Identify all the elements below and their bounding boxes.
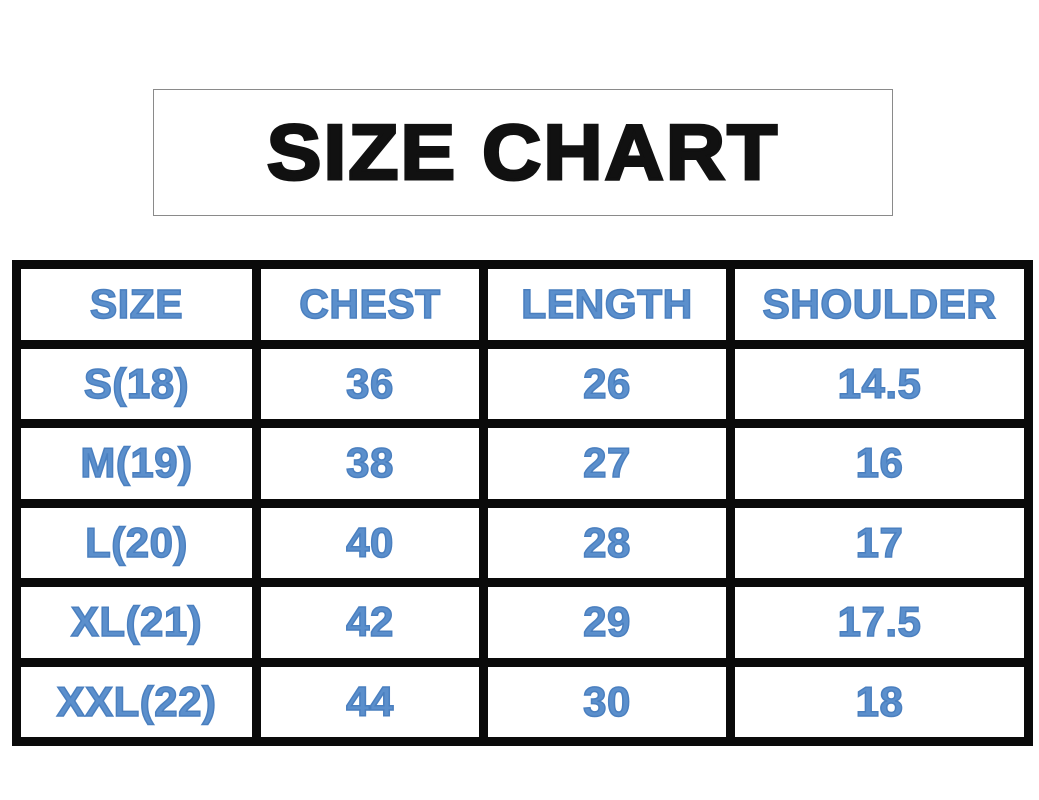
column-header-chest: CHEST xyxy=(261,269,479,340)
table-cell-chest: 36 xyxy=(261,348,479,419)
table-cell-length: 27 xyxy=(488,428,726,499)
table-cell-size: S(18) xyxy=(21,348,252,419)
table-cell-length: 28 xyxy=(488,507,726,578)
table-cell-chest: 38 xyxy=(261,428,479,499)
table-cell-length: 30 xyxy=(488,666,726,737)
table-cell-size: XL(21) xyxy=(21,587,252,658)
column-header-shoulder: SHOULDER xyxy=(735,269,1024,340)
title-box: SIZE CHART xyxy=(153,89,893,216)
table-cell-chest: 40 xyxy=(261,507,479,578)
table-cell-size: L(20) xyxy=(21,507,252,578)
table-cell-length: 29 xyxy=(488,587,726,658)
table-cell-shoulder: 16 xyxy=(735,428,1024,499)
table-cell-length: 26 xyxy=(488,348,726,419)
table-cell-chest: 44 xyxy=(261,666,479,737)
table-cell-chest: 42 xyxy=(261,587,479,658)
column-header-length: LENGTH xyxy=(488,269,726,340)
table-cell-shoulder: 14.5 xyxy=(735,348,1024,419)
column-header-size: SIZE xyxy=(21,269,252,340)
table-cell-size: XXL(22) xyxy=(21,666,252,737)
table-cell-shoulder: 17 xyxy=(735,507,1024,578)
size-table: SIZE CHEST LENGTH SHOULDER S(18) 36 26 14.5 M(19… xyxy=(12,260,1033,746)
page-title: SIZE CHART xyxy=(265,107,780,198)
table-cell-shoulder: 18 xyxy=(735,666,1024,737)
table-cell-shoulder: 17.5 xyxy=(735,587,1024,658)
table-cell-size: M(19) xyxy=(21,428,252,499)
